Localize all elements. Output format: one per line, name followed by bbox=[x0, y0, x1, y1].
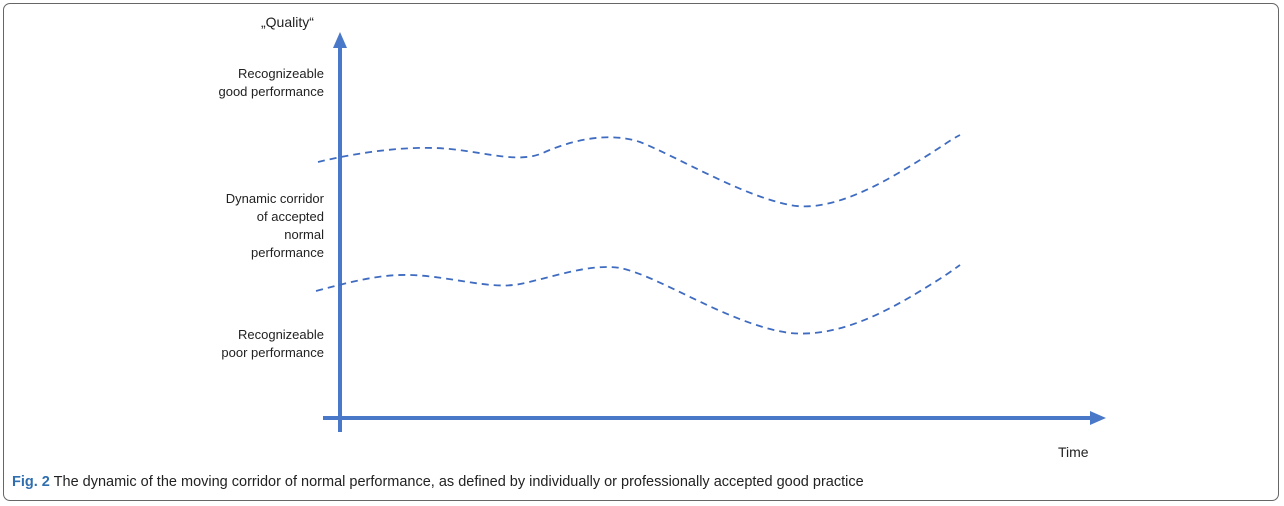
zone-label-poor-line: poor performance bbox=[221, 345, 324, 360]
zone-label-good-line: Recognizeable bbox=[237, 66, 324, 81]
zone-label-corridor-line: normal bbox=[284, 227, 324, 242]
zone-label-corridor-line: Dynamic corridor bbox=[225, 191, 324, 206]
zone-label-corridor-line: of accepted bbox=[256, 209, 324, 224]
zone-label-good: Recognizeable good performance bbox=[218, 65, 324, 101]
figure-frame bbox=[3, 3, 1279, 501]
zone-label-poor: Recognizeable poor performance bbox=[221, 326, 324, 362]
y-axis-arrowhead bbox=[333, 32, 347, 48]
zone-label-poor-line: Recognizeable bbox=[237, 327, 324, 342]
y-axis-title: „Quality“ bbox=[261, 14, 314, 30]
caption-text: The dynamic of the moving corridor of no… bbox=[49, 474, 864, 490]
figure-caption: Fig. 2 The dynamic of the moving corrido… bbox=[12, 474, 864, 490]
zone-label-corridor-line: performance bbox=[251, 245, 324, 260]
x-axis-title: Time bbox=[1058, 444, 1089, 460]
zone-label-good-line: good performance bbox=[218, 84, 324, 99]
figure-label: Fig. 2 bbox=[12, 474, 50, 490]
zone-label-corridor: Dynamic corridor of accepted normal perf… bbox=[226, 190, 324, 262]
lower-corridor-boundary bbox=[315, 264, 961, 335]
x-axis-arrowhead bbox=[1090, 411, 1106, 425]
upper-corridor-boundary bbox=[317, 134, 961, 208]
